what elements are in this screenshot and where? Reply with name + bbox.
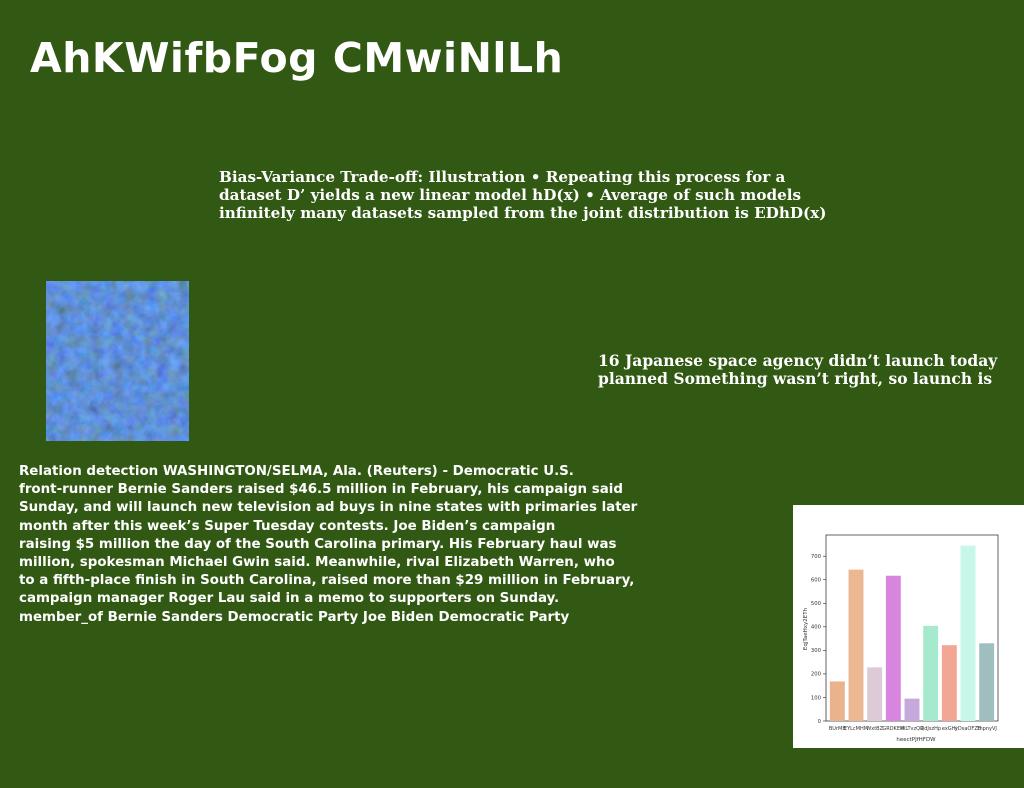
bias-variance-text: Bias-Variance Trade-off: Illustration • …: [219, 168, 827, 222]
bar: [979, 643, 995, 721]
y-tick-label: 200: [811, 672, 822, 678]
bar: [923, 625, 939, 721]
text-line: campaign manager Roger Lau said in a mem…: [19, 591, 560, 607]
y-axis-label: EqjTaeHxy2ETh: [803, 607, 809, 650]
texture-photo-image: [46, 281, 189, 441]
space-agency-text: 16 Japanese space agency didn’t launch t…: [598, 352, 997, 388]
x-tick-label: WxtBZ: [866, 726, 883, 732]
bar: [829, 681, 845, 721]
news-text: Relation detection WASHINGTON/SELMA, Ala…: [19, 463, 637, 627]
bar: [848, 569, 864, 721]
text-line: dataset D’ yields a new linear model hD(…: [219, 186, 802, 204]
bar: [904, 698, 920, 721]
page-title: AhKWifbFog CMwiNlLh: [30, 34, 564, 82]
y-tick-label: 500: [811, 601, 822, 607]
y-tick-label: 100: [811, 695, 822, 701]
text-line: raising $5 million the day of the South …: [19, 536, 617, 552]
text-line: 16 Japanese space agency didn’t launch t…: [598, 351, 998, 370]
x-axis-label: heectPJfHFDW: [896, 737, 936, 743]
y-tick-label: 0: [818, 719, 822, 725]
bar-chart: 0 100 200 300 400 500 600 700 BUrMB EYLcMHM WxtBZ…: [793, 505, 1024, 748]
x-tick-label: yDsaOFZB: [955, 726, 982, 732]
y-tick-label: 300: [811, 648, 822, 654]
texture-photo: [46, 281, 189, 441]
text-line: month after this week’s Super Tuesday co…: [19, 518, 556, 534]
x-tick-label: QdJszHp: [920, 726, 941, 732]
x-tick-label: ThpnyVJ: [975, 726, 996, 732]
bar: [885, 575, 901, 721]
x-tick-label: EYLcMHM: [844, 726, 868, 732]
x-tick-label: exGHj: [942, 726, 957, 732]
x-tick-label: WLTvzQR: [900, 726, 924, 732]
bar-chart-svg: 0 100 200 300 400 500 600 700 BUrMBEYLcMHMWxtBZ…: [803, 534, 999, 743]
text-line: million, spokesman Michael Gwin said. Me…: [19, 555, 615, 571]
text-line: Sunday, and will launch new television a…: [19, 500, 638, 516]
y-tick-label: 600: [811, 578, 822, 584]
text-line: Relation detection WASHINGTON/SELMA, Ala…: [19, 464, 574, 479]
text-line: planned Something wasn’t right, so launc…: [598, 369, 993, 388]
y-tick-label: 400: [811, 625, 822, 631]
text-line: member_of Bernie Sanders Democratic Part…: [19, 609, 570, 625]
text-line: front-runner Bernie Sanders raised $46.5…: [19, 482, 623, 498]
y-tick-label: 700: [811, 554, 822, 560]
bar: [867, 667, 883, 721]
x-tick-label: BUrMB: [829, 726, 846, 732]
bar: [941, 645, 957, 721]
text-line: Bias-Variance Trade-off: Illustration • …: [219, 168, 786, 186]
text-line: to a fifth-place finish in South Carolin…: [19, 573, 635, 589]
text-line: infinitely many datasets sampled from th…: [219, 204, 827, 222]
bar: [960, 545, 976, 721]
x-tick-label: GRDKEM: [882, 726, 904, 732]
